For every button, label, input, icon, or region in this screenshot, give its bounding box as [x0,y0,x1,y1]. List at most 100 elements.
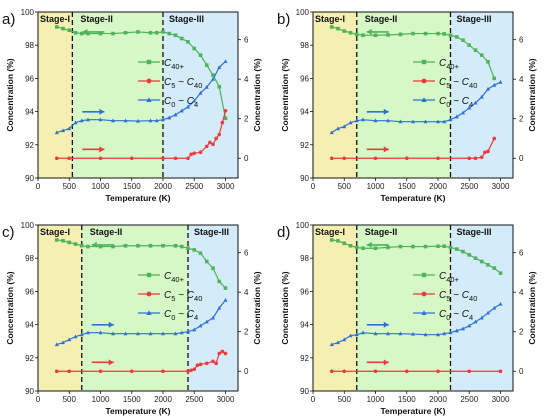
data-point [342,124,347,129]
data-point [336,126,340,131]
y-left-tick-label: 98 [300,254,309,263]
data-point [329,342,334,347]
y-left-tick-label: 94 [300,321,309,330]
panel-label: a) [2,11,15,28]
data-point [61,238,65,243]
y-right-tick-label: 4 [244,75,249,84]
data-point [73,30,78,35]
data-point [54,369,59,374]
y-left-tick-label: 90 [25,387,34,396]
data-point [189,152,193,157]
data-point [354,32,359,37]
data-point [423,244,428,249]
data-point [54,25,59,29]
axis-arrow-left [82,28,88,35]
legend-label: C40+ [439,271,460,284]
stage-label: Stage-III [457,227,492,237]
data-point [329,156,334,161]
legend-sub: 5 [171,294,175,303]
data-point [67,126,72,131]
data-point [454,35,459,39]
y-right-axis-title: Concentration (%) [527,271,537,344]
data-point [98,369,103,374]
y-right-tick-label: 0 [519,367,524,376]
data-point [448,33,453,38]
x-axis-title: Temperature (K) [380,193,445,203]
data-point [98,330,103,335]
legend-sub: 4 [469,100,473,109]
series-line [331,239,501,274]
y-right-tick-label: 6 [244,249,249,258]
data-point [454,247,459,251]
legend-marker [146,97,152,102]
data-point [211,73,215,77]
x-tick-label: 2000 [154,182,172,191]
data-point [192,46,197,51]
plot-frame [312,11,514,179]
y-right-tick-label: 2 [519,115,524,124]
data-point [211,266,215,270]
axis-arrow-right [99,146,105,153]
x-axis-title: Temperature (K) [380,406,445,416]
data-point [436,156,440,161]
data-point [111,331,115,336]
axis-arrow-left [366,241,372,248]
data-point [211,142,215,147]
data-point [386,33,390,37]
x-tick-label: 3000 [492,182,510,191]
data-point [123,331,128,336]
data-point [436,119,440,124]
data-point [442,244,447,249]
legend-marker [421,272,427,278]
y-left-tick-label: 100 [21,221,35,230]
data-point [79,31,84,36]
data-point [61,340,65,345]
legend-sub: 0 [446,100,450,109]
data-point [373,246,378,251]
data-point [179,244,184,249]
data-point [111,244,115,249]
data-point [195,363,200,368]
x-tick-label: 500 [63,395,77,404]
data-point [479,155,484,160]
y-left-tick-label: 92 [25,354,34,363]
y-right-tick-label: 0 [519,154,524,163]
x-tick-label: 1500 [398,395,416,404]
series-line [56,350,226,372]
stage-label: Stage-II [365,227,398,237]
x-tick-label: 3000 [492,395,510,404]
data-point [173,331,178,336]
data-point [411,31,415,36]
stage-region [163,12,238,178]
data-point [411,119,415,124]
stage-region [450,225,513,391]
x-tick-label: 3000 [217,395,235,404]
data-point [98,117,103,122]
data-point [404,156,409,161]
data-point [154,118,159,123]
data-point [398,244,403,249]
x-tick-label: 2500 [185,395,203,404]
data-point [67,156,72,161]
data-point [61,26,65,31]
data-point [373,156,378,161]
series-line [331,81,501,134]
data-point [348,333,353,338]
data-point [192,327,197,332]
plot-frame [37,11,239,179]
data-point [148,243,153,248]
y-right-tick-label: 4 [519,288,524,297]
x-tick-label: 2500 [460,182,478,191]
data-point [136,118,140,123]
data-point [179,330,184,335]
data-point [492,266,497,270]
legend-base: C [164,290,172,301]
data-point [217,132,222,137]
data-point [223,297,228,302]
data-point [148,30,153,35]
data-point [436,244,440,249]
data-point [473,319,478,324]
data-point [136,243,140,248]
data-point [398,331,403,336]
data-point [67,28,72,33]
